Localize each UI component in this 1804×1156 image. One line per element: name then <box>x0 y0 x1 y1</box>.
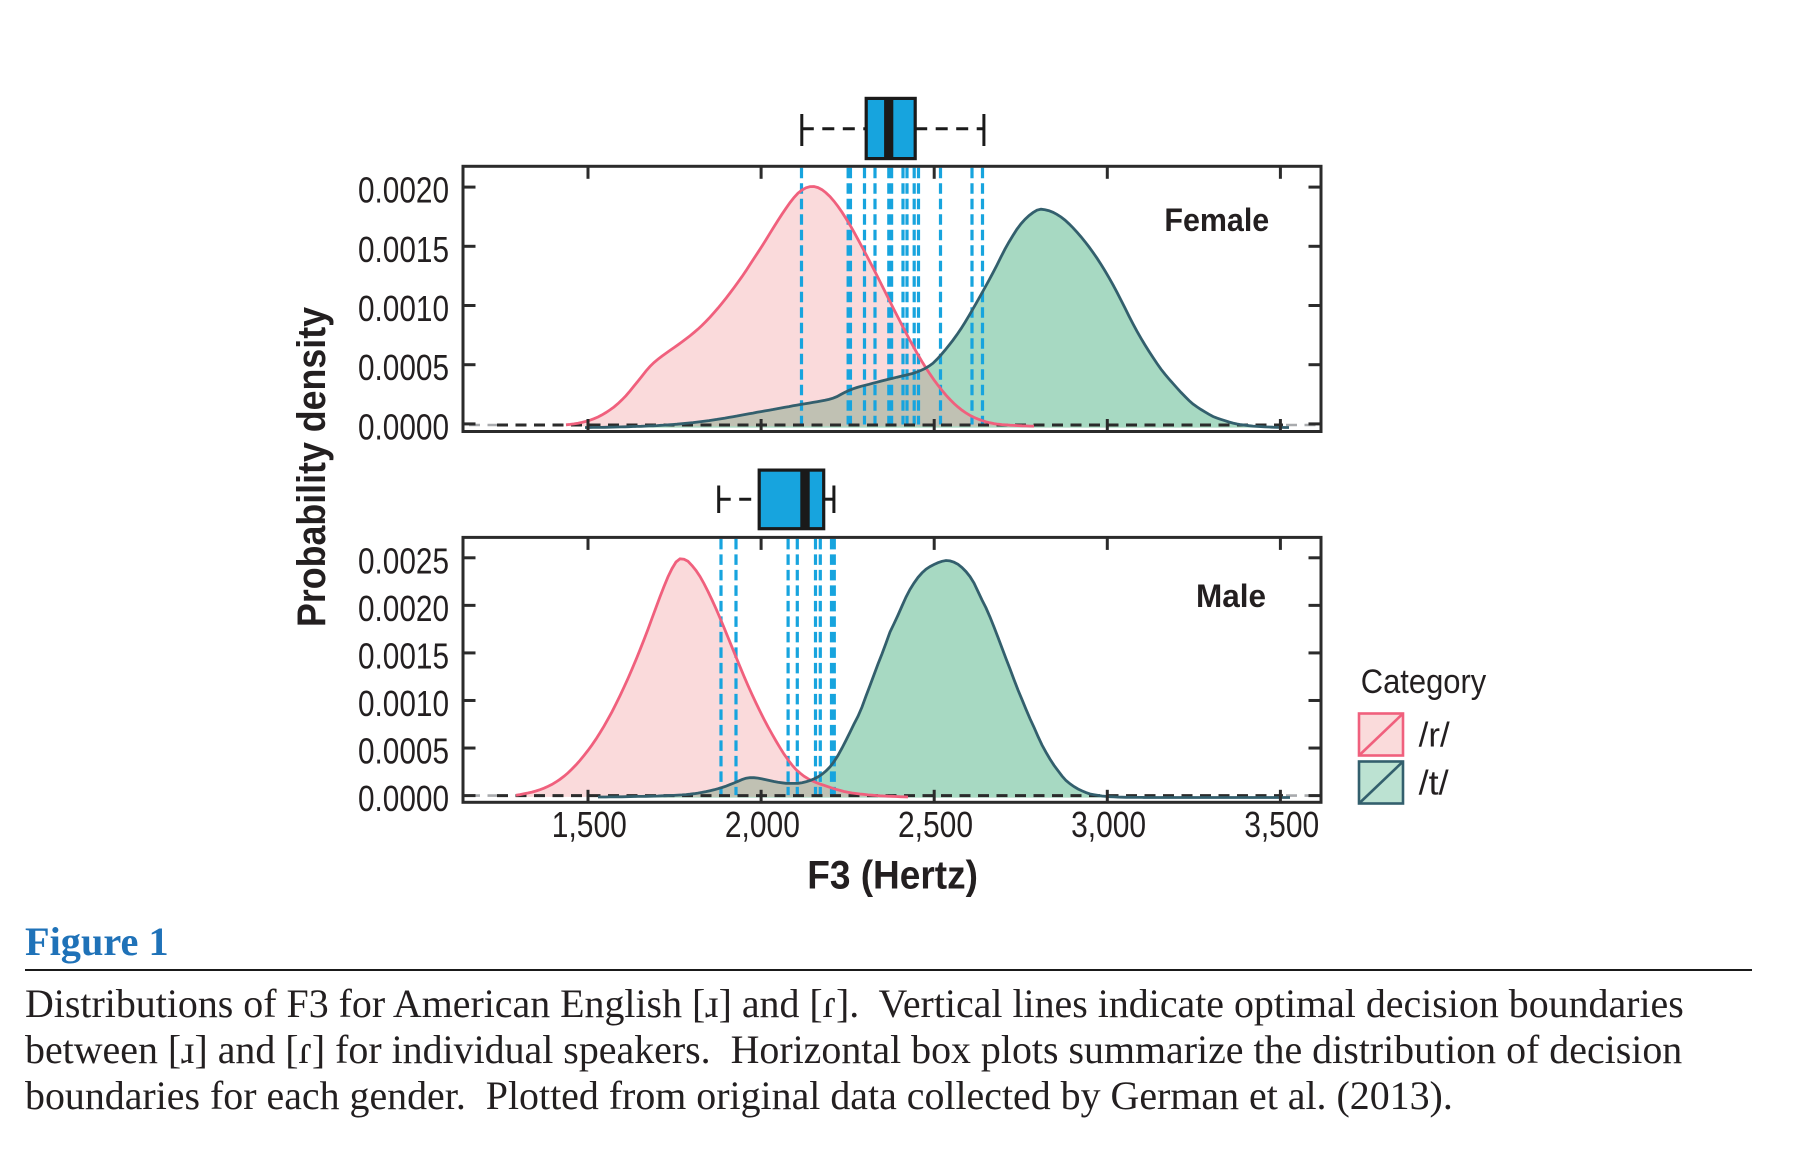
svg-text:/r/: /r/ <box>1419 717 1450 755</box>
svg-text:3,000: 3,000 <box>1071 804 1146 845</box>
svg-text:0.0005: 0.0005 <box>358 731 449 772</box>
svg-text:Female: Female <box>1164 201 1269 238</box>
svg-text:3,500: 3,500 <box>1244 804 1319 845</box>
svg-text:0.0015: 0.0015 <box>358 229 449 270</box>
svg-text:0.0000: 0.0000 <box>358 778 449 819</box>
svg-text:0.0010: 0.0010 <box>358 683 449 724</box>
svg-text:Probability density: Probability density <box>290 306 334 627</box>
svg-text:0.0000: 0.0000 <box>358 406 449 447</box>
svg-text:F3 (Hertz): F3 (Hertz) <box>807 853 978 897</box>
svg-text:2,000: 2,000 <box>725 804 800 845</box>
svg-text:/t/: /t/ <box>1419 765 1449 803</box>
svg-text:0.0020: 0.0020 <box>358 170 449 211</box>
svg-text:0.0020: 0.0020 <box>358 588 449 629</box>
svg-text:2,500: 2,500 <box>898 804 973 845</box>
svg-text:Category: Category <box>1361 663 1487 701</box>
svg-text:1,500: 1,500 <box>552 804 627 845</box>
svg-text:0.0010: 0.0010 <box>358 288 449 329</box>
svg-text:Male: Male <box>1196 577 1266 614</box>
svg-text:0.0025: 0.0025 <box>358 540 449 581</box>
svg-text:0.0015: 0.0015 <box>358 635 449 676</box>
svg-text:0.0005: 0.0005 <box>358 347 449 388</box>
